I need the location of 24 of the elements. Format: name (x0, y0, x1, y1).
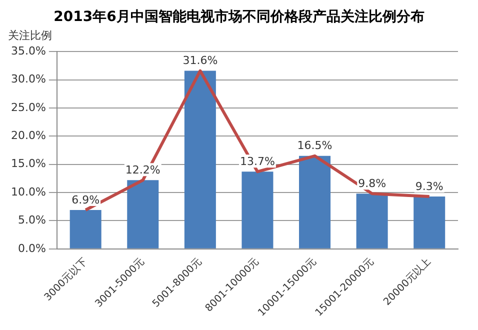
data-label: 9.3% (415, 180, 444, 193)
bar (127, 180, 159, 248)
bar (299, 156, 331, 248)
data-label: 13.7% (240, 155, 275, 168)
bar (356, 194, 388, 248)
y-tick-label: 15.0% (10, 157, 46, 170)
data-label: 31.6% (182, 54, 218, 68)
bar (414, 196, 446, 248)
y-tick-label: 30.0% (10, 72, 46, 86)
chart-title: 2013年6月中国智能电视市场不同价格段产品关注比例分布 (52, 8, 426, 27)
data-label: 12.2% (125, 163, 160, 176)
bar (242, 172, 274, 248)
y-tick-label: 35.0% (10, 44, 46, 58)
bar (70, 210, 102, 248)
y-tick-label: 5.0% (18, 214, 46, 227)
y-axis-title: 关注比例 (8, 28, 53, 42)
y-tick-label: 10.0% (10, 185, 46, 198)
bar (184, 70, 216, 248)
data-label: 16.5% (297, 139, 332, 152)
data-label: 9.8% (358, 177, 386, 190)
y-tick-label: 20.0% (10, 129, 46, 142)
data-label: 6.9% (72, 193, 100, 206)
y-tick-label: 25.0% (10, 100, 46, 114)
y-tick-label: 0.0% (18, 242, 46, 255)
